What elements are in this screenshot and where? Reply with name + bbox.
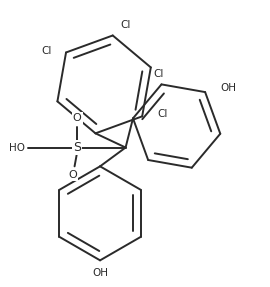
Text: HO: HO [9, 143, 25, 152]
Text: OH: OH [92, 268, 108, 278]
Text: O: O [69, 170, 77, 180]
Text: Cl: Cl [121, 20, 131, 30]
Text: O: O [73, 113, 82, 123]
Text: OH: OH [220, 83, 236, 93]
Text: Cl: Cl [154, 69, 164, 79]
Text: S: S [73, 141, 81, 154]
Text: Cl: Cl [157, 109, 167, 119]
Text: Cl: Cl [41, 46, 51, 56]
